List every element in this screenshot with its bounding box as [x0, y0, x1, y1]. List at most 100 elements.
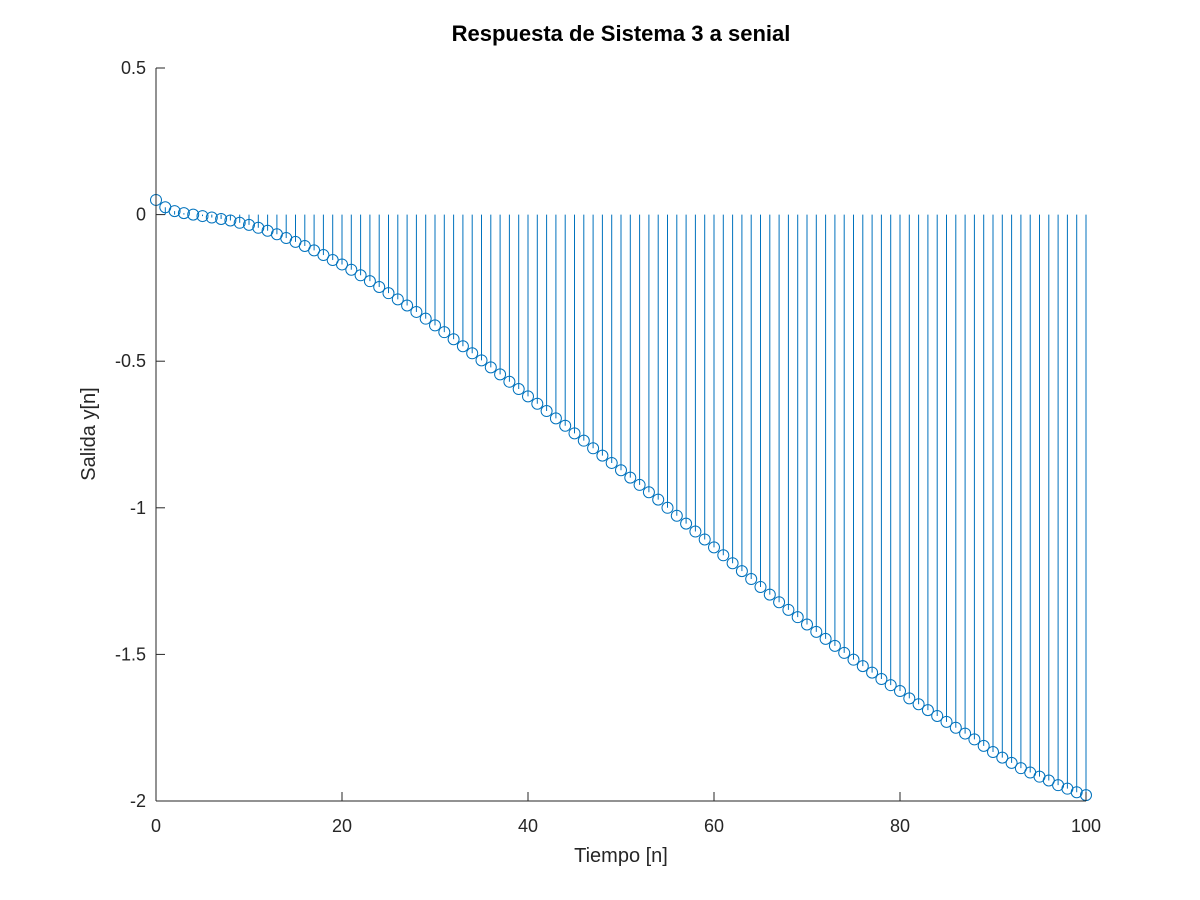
stem-marker [205, 211, 218, 224]
stem-marker [856, 660, 869, 673]
stem-marker [1042, 774, 1055, 787]
x-tick-label: 0 [151, 816, 161, 836]
stem-marker [475, 354, 488, 367]
stem-marker [382, 287, 395, 300]
stem-marker [959, 727, 972, 740]
stem-marker [224, 214, 237, 227]
stem-marker [652, 493, 665, 506]
y-tick-label: -1.5 [115, 644, 146, 664]
stem-marker [801, 618, 813, 631]
y-tick-label: -0.5 [115, 351, 146, 371]
stem-marker [866, 666, 879, 679]
stem-marker [624, 471, 637, 484]
stem-marker [438, 326, 451, 339]
stem-marker [698, 533, 711, 546]
stem-marker [884, 679, 897, 692]
stem-marker [577, 434, 590, 447]
y-tick-label: -1 [130, 498, 146, 518]
stem-marker [559, 419, 572, 432]
stem-marker [568, 427, 581, 440]
stem-marker [819, 632, 832, 645]
y-tick-label: 0 [136, 205, 146, 225]
stem-marker [587, 442, 600, 455]
stem-marker [754, 580, 767, 593]
stem-marker [773, 596, 786, 609]
stem-marker [828, 639, 841, 652]
x-ticks: 0 20 40 60 80 100 [151, 792, 1101, 836]
stem-marker [680, 517, 693, 530]
x-tick-label: 80 [890, 816, 910, 836]
stem-marker [308, 244, 321, 257]
stem-marker [252, 221, 265, 234]
stem-marker [977, 739, 990, 752]
x-axis-label: Tiempo [n] [574, 845, 668, 867]
stem-marker [912, 698, 925, 711]
stem-marker [187, 208, 200, 221]
y-ticks: 0.5 0 -0.5 -1 -1.5 -2 [115, 58, 165, 811]
stem-marker [522, 390, 534, 403]
stem-marker [931, 709, 944, 722]
stem-marker [373, 281, 386, 294]
stem-marker [847, 653, 860, 666]
x-tick-label: 60 [704, 816, 724, 836]
stem-marker [763, 588, 776, 601]
x-tick-label: 100 [1071, 816, 1101, 836]
stem-marker [661, 501, 674, 514]
y-tick-label: -2 [130, 791, 146, 811]
stem-marker [949, 721, 962, 734]
stem-marker [363, 275, 376, 288]
stem-marker [708, 541, 720, 554]
stem-marker [605, 456, 618, 469]
stem-marker [968, 733, 981, 746]
stem-marker [317, 249, 330, 262]
stem-marker [531, 397, 544, 410]
stem-marker [782, 603, 795, 616]
stem-marker [484, 361, 497, 374]
stem-marker [633, 478, 646, 491]
stem-marker [894, 685, 906, 698]
stem-marker [354, 269, 367, 282]
stem-marker [940, 715, 953, 728]
stem-marker [838, 646, 851, 659]
stem-marker [726, 557, 739, 570]
stem-marker [456, 340, 469, 353]
x-tick-label: 40 [518, 816, 538, 836]
stem-marker [596, 449, 609, 462]
stem-marker [1070, 786, 1083, 799]
stem-marker [745, 573, 758, 586]
stem-marker [875, 673, 888, 686]
stem-marker [503, 375, 516, 388]
stem-marker [921, 704, 934, 717]
stem-marker [410, 305, 423, 318]
stem-marker [177, 207, 190, 220]
stem-marker [689, 525, 702, 538]
stem-marker [735, 565, 748, 578]
stem-marker [466, 347, 479, 360]
stem-marker [243, 218, 255, 231]
stem-marker [987, 746, 999, 759]
stem-markers [150, 193, 1092, 802]
stem-marker [810, 625, 823, 638]
stem-marker [1005, 756, 1018, 769]
stem-marker [336, 258, 348, 271]
stem-marker [391, 293, 404, 306]
stem-marker [540, 405, 553, 418]
y-axis-label: Salida y[n] [78, 387, 100, 480]
chart-title: Respuesta de Sistema 3 a senial [452, 21, 791, 46]
stem-marker [168, 205, 181, 218]
axes [155, 68, 1086, 802]
stem-marker [429, 319, 441, 332]
stem-marker [215, 212, 228, 225]
stem-marker [903, 692, 916, 705]
stem-marker [717, 549, 730, 562]
stem-marker [549, 412, 562, 425]
stem-marker [615, 464, 627, 477]
stem-marker [345, 263, 358, 276]
stem-marker [512, 383, 525, 396]
x-tick-label: 20 [332, 816, 352, 836]
stem-marker [401, 299, 414, 312]
stem-marker [642, 486, 655, 499]
stem-marker [447, 333, 460, 346]
stem-marker [233, 216, 246, 229]
